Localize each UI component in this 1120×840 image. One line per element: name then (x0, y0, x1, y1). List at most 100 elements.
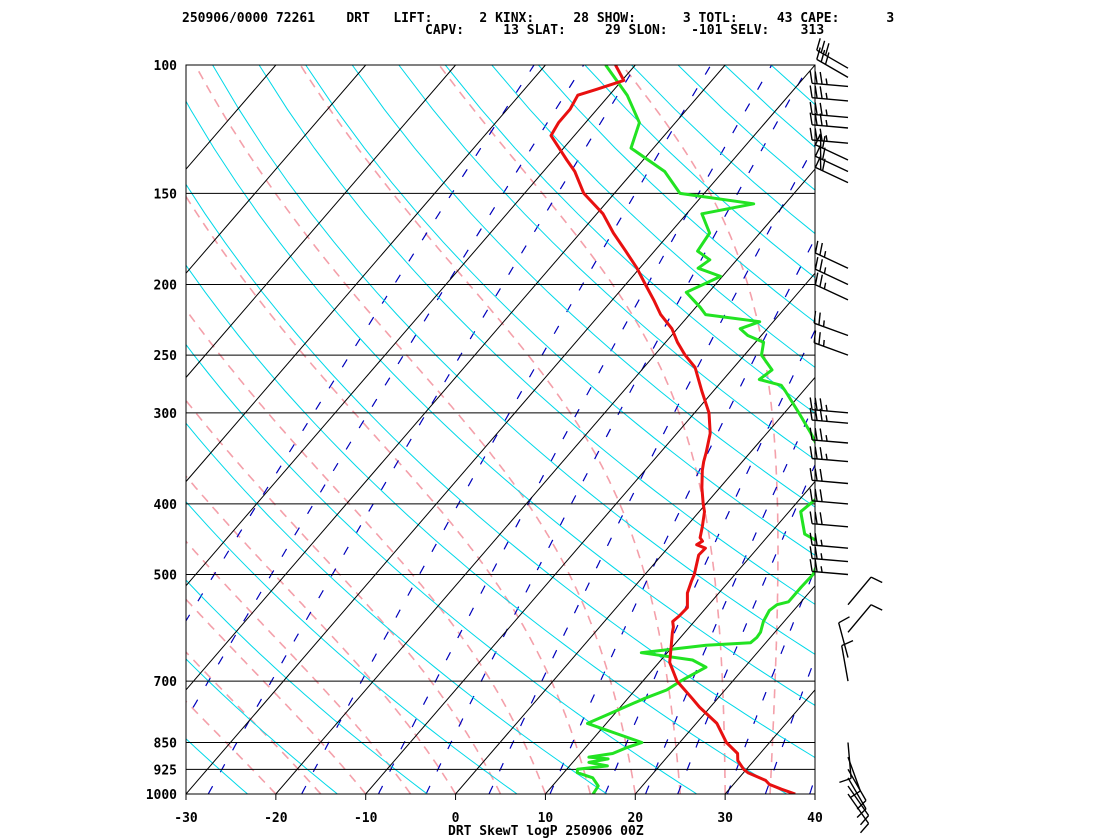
mixing-ratio-line (645, 401, 815, 794)
temperature-profile (549, 65, 796, 794)
moist-adiabat (186, 195, 592, 794)
mixing-ratio-line (809, 776, 815, 794)
moist-adiabat (299, 65, 682, 794)
wind-barb (809, 397, 849, 414)
mixing-ratio-line (764, 657, 815, 794)
pressure-tick-label: 500 (154, 569, 178, 584)
temperature-tick-label: 0 (452, 811, 460, 826)
temperature-tick-label: -10 (354, 811, 378, 826)
wind-barb (809, 559, 849, 576)
isotherm (186, 65, 815, 794)
wind-barb (809, 112, 849, 129)
dry-adiabat (1050, 65, 1120, 794)
temperature-tick-labels: -30 -20 -10 0 10 20 30 40 (174, 794, 823, 826)
pressure-tick-labels: 100 150 200 250 300 400 500 700 850 925 1000 (146, 59, 177, 803)
dry-adiabat (864, 65, 1120, 794)
dry-adiabat (818, 65, 1120, 794)
wind-barbs (809, 38, 883, 834)
dry-adiabat (398, 65, 815, 461)
pressure-tick-label: 100 (154, 59, 178, 74)
isotherm (814, 793, 815, 794)
isotherms (0, 65, 815, 794)
moist-adiabats (186, 65, 779, 794)
pressure-tick-label: 250 (154, 349, 178, 364)
wind-barb (809, 467, 849, 485)
dry-adiabat (186, 100, 815, 706)
dry-adiabat (305, 65, 815, 556)
wind-barb (816, 47, 849, 79)
isotherm (275, 168, 815, 794)
wind-barb (809, 101, 849, 119)
isotherm (545, 480, 815, 794)
isotherm (0, 65, 6, 794)
wind-barb (809, 446, 849, 463)
temperature-tick-label: -30 (174, 811, 198, 826)
moist-adiabat (186, 475, 457, 794)
isotherm (455, 376, 815, 794)
isotherm (186, 65, 456, 379)
isotherm (186, 65, 277, 170)
temperature-tick-label: 20 (627, 811, 643, 826)
wind-barb (847, 604, 883, 633)
pressure-tick-label: 700 (154, 675, 178, 690)
isobars (186, 65, 815, 794)
dewpoint-line (575, 65, 815, 794)
pressure-tick-label: 925 (154, 763, 177, 778)
wind-barb (809, 127, 849, 144)
mixing-ratio-line (425, 65, 810, 794)
dry-adiabat (186, 500, 518, 794)
isotherm (186, 65, 546, 483)
wind-barb (813, 330, 849, 356)
isotherm (186, 65, 367, 275)
isotherm (186, 65, 636, 587)
wind-barb (809, 532, 849, 549)
wind-barb (809, 511, 849, 528)
isotherm (0, 65, 96, 794)
moist-adiabat (186, 540, 412, 794)
mixing-ratio-line (301, 65, 712, 794)
mixing-ratio-line (604, 328, 815, 794)
wind-barb (814, 272, 849, 301)
moist-adiabat (186, 399, 502, 794)
wind-barb (814, 256, 849, 286)
dry-adiabat (212, 65, 815, 655)
isotherm (186, 65, 726, 691)
dry-adiabat (258, 65, 815, 605)
temperature-line (549, 65, 796, 794)
dewpoint-profile (575, 65, 815, 794)
wind-barb (813, 310, 849, 337)
mixing-ratio-line (207, 65, 637, 794)
dry-adiabat (351, 65, 815, 508)
wind-barb (809, 407, 849, 424)
moist-adiabat (186, 598, 367, 794)
dry-adiabat (186, 579, 428, 794)
temperature-tick-label: 30 (717, 811, 733, 826)
wind-barb (809, 427, 849, 444)
header-line-1: 250906/0000 72261 DRT LIFT: 2 KINX: 28 S… (182, 11, 894, 26)
isotherm (634, 584, 815, 794)
pressure-tick-label: 300 (154, 407, 178, 422)
dry-adiabat (911, 65, 1120, 794)
pressure-tick-label: 150 (154, 187, 178, 202)
dry-adiabat (1004, 65, 1120, 794)
dry-adiabat (770, 65, 815, 106)
mixing-ratio-line (186, 65, 535, 622)
temperature-tick-label: -20 (264, 811, 288, 826)
temperature-tick-label: 40 (807, 811, 823, 826)
wind-barb (809, 546, 849, 563)
wind-barb (809, 70, 849, 88)
pressure-tick-label: 1000 (146, 788, 177, 803)
wind-barb (814, 240, 849, 269)
dry-adiabat (186, 183, 815, 759)
dry-adiabat (724, 65, 815, 148)
dry-adiabat (631, 65, 815, 235)
plot-area (0, 65, 1120, 794)
chart-footer-title: DRT SkewT logP 250906 00Z (448, 824, 644, 839)
mixing-ratio-line (549, 237, 815, 794)
header-line-2: CAPV: 13 SLAT: 29 SLON: -101 SELV: 313 (425, 23, 824, 38)
isotherm (365, 272, 815, 794)
dry-adiabat (957, 65, 1120, 794)
pressure-tick-label: 200 (154, 278, 178, 293)
moist-adiabat (186, 700, 277, 794)
